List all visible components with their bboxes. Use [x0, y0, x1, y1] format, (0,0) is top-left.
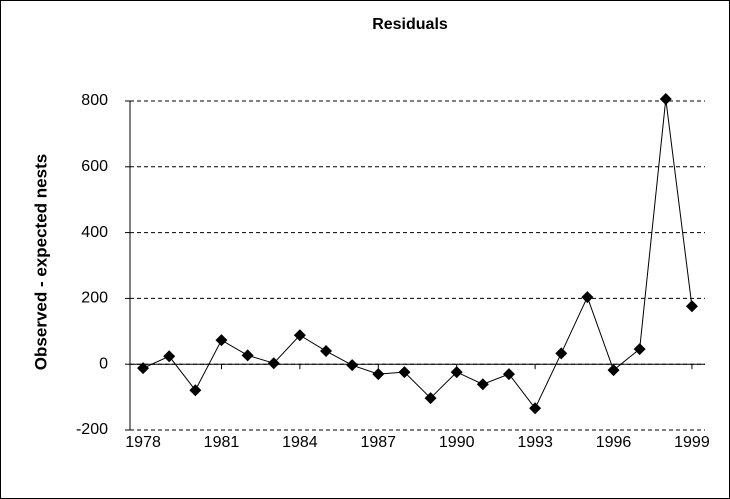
marker — [685, 300, 698, 313]
x-tick-label: 1999 — [674, 434, 710, 451]
y-tick-label: 600 — [81, 158, 108, 175]
marker — [163, 350, 176, 363]
marker — [633, 343, 646, 356]
x-tick-label: 1990 — [439, 434, 475, 451]
y-tick-label: 400 — [81, 224, 108, 241]
marker — [529, 402, 542, 415]
marker — [346, 359, 359, 372]
chart-title: Residuals — [372, 16, 448, 33]
marker — [241, 349, 254, 362]
line — [142, 98, 693, 410]
marker — [581, 291, 594, 304]
marker — [372, 368, 385, 381]
x-tick-label: 1984 — [282, 434, 318, 451]
marker — [607, 364, 620, 377]
x-tick-label: 1987 — [360, 434, 396, 451]
marker — [189, 384, 202, 397]
y-tick-label: -200 — [76, 421, 108, 438]
y-tick-label: 200 — [81, 290, 108, 307]
marker — [476, 378, 489, 391]
marker — [137, 362, 150, 375]
x-tick-label: 1993 — [517, 434, 553, 451]
marker — [293, 329, 306, 342]
x-tick-label: 1978 — [125, 434, 161, 451]
y-axis-label: Observed - expected nests — [31, 154, 50, 370]
marker — [502, 368, 515, 381]
marker — [398, 366, 411, 379]
y-tick-label: 0 — [99, 355, 108, 372]
marker — [659, 93, 672, 106]
marker — [424, 392, 437, 405]
marker — [215, 334, 228, 347]
y-tick-label: 800 — [81, 92, 108, 109]
marker — [555, 347, 568, 360]
marker — [450, 366, 463, 379]
marker — [267, 357, 280, 370]
marker — [320, 345, 333, 358]
x-tick-label: 1996 — [596, 434, 632, 451]
x-tick-label: 1981 — [204, 434, 240, 451]
